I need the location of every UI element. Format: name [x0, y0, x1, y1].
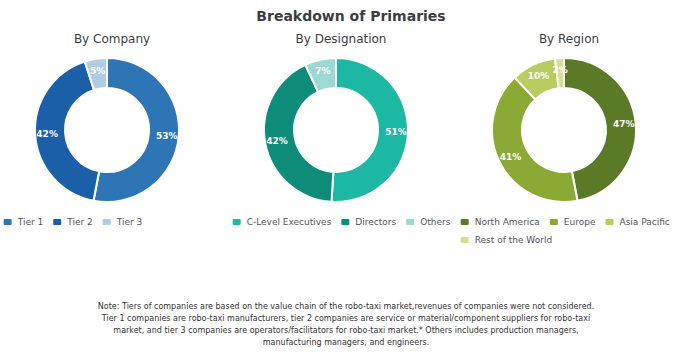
svg-text:Tier 1 companies are robo-taxi: Tier 1 companies are robo-taxi manufactu…	[101, 314, 590, 323]
svg-text:By Designation: By Designation	[296, 32, 387, 46]
svg-text:Tier 3: Tier 3	[116, 217, 143, 227]
svg-text:5%: 5%	[90, 66, 105, 76]
svg-text:10%: 10%	[528, 71, 550, 81]
svg-text:Others: Others	[420, 217, 451, 227]
svg-text:By Region: By Region	[539, 32, 599, 46]
svg-text:C-Level Executives: C-Level Executives	[247, 217, 332, 227]
svg-text:42%: 42%	[36, 129, 58, 139]
svg-text:53%: 53%	[156, 131, 178, 141]
svg-text:Asia Pacific: Asia Pacific	[619, 217, 669, 227]
svg-text:North America: North America	[475, 217, 540, 227]
svg-text:manufacturing managers, and en: manufacturing managers, and engineers.	[263, 338, 429, 347]
svg-text:2%: 2%	[553, 65, 568, 75]
svg-text:Europe: Europe	[564, 217, 596, 227]
svg-text:Rest of the World: Rest of the World	[475, 235, 552, 245]
svg-text:42%: 42%	[266, 136, 288, 146]
svg-text:Directors: Directors	[355, 217, 396, 227]
svg-text:Note: Tiers of companies are b: Note: Tiers of companies are based on th…	[98, 302, 594, 311]
svg-text:By Company: By Company	[74, 32, 150, 46]
svg-text:market, and tier 3 companies a: market, and tier 3 companies are operato…	[113, 326, 578, 335]
svg-text:41%: 41%	[500, 152, 522, 162]
svg-text:Tier 2: Tier 2	[66, 217, 93, 227]
svg-text:51%: 51%	[385, 127, 407, 137]
svg-text:47%: 47%	[613, 119, 635, 129]
svg-text:Tier 1: Tier 1	[17, 217, 44, 227]
svg-text:7%: 7%	[315, 66, 330, 76]
svg-text:Breakdown of Primaries: Breakdown of Primaries	[256, 8, 445, 24]
